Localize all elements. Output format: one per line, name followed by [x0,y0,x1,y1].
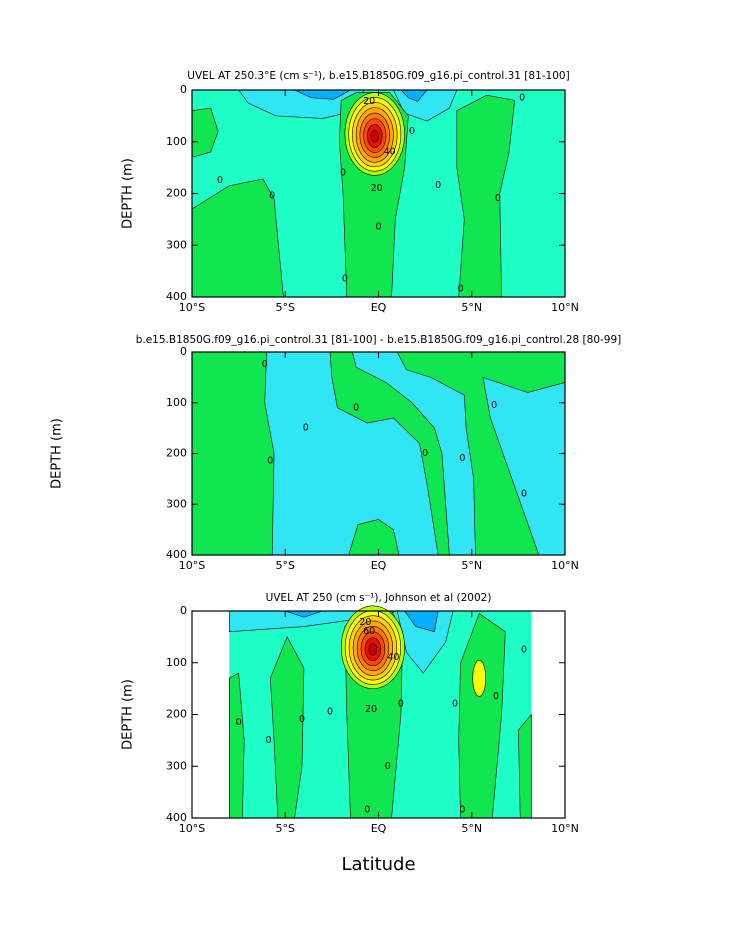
contour-label: 0 [353,402,359,413]
x-tick-label: 10°S [179,822,205,835]
contour-fill [458,613,506,819]
contour-label: 0 [236,717,242,728]
contour-fill [472,659,487,697]
y-axis-label: DEPTH (m) [50,418,65,489]
contour-fill [518,713,532,819]
x-axis-label: Latitude [341,854,415,875]
contour-label: 0 [458,284,464,295]
contour-label: 0 [340,167,346,178]
contour-label: 20 [365,704,377,715]
x-tick-label: 5°N [461,301,482,314]
x-tick-label: 5°N [461,559,482,572]
contour-label: 0 [398,699,404,710]
contour-label: 0 [459,453,465,464]
contour-label: 40 [384,147,396,158]
y-axis-label: DEPTH (m) [121,158,136,229]
y-tick-label: 0 [180,83,187,96]
contour-label: 0 [491,400,497,411]
contour-label: 0 [267,456,273,467]
contour-label: 0 [262,359,268,370]
y-tick-label: 200 [166,187,187,200]
x-tick-label: 10°S [179,301,205,314]
y-tick-label: 300 [166,759,187,772]
contour-label: 0 [521,489,527,500]
y-tick-label: 300 [166,238,187,251]
x-tick-label: EQ [371,822,387,835]
contour-label: 0 [435,180,441,191]
x-tick-label: EQ [371,559,387,572]
contour-label: 40 [387,652,399,663]
contour-label: 0 [303,423,309,434]
contour-fill [456,94,515,298]
y-axis-label: DEPTH (m) [121,679,136,750]
x-tick-label: 10°N [551,301,579,314]
contour-fill [264,351,476,556]
contour-label: 0 [409,126,415,137]
contour-label: 0 [385,761,391,772]
contour-fill [370,130,379,143]
y-tick-label: 200 [166,447,187,460]
contour-label: 0 [299,714,305,725]
y-tick-label: 400 [166,548,187,561]
chart-title: UVEL AT 250 (cm s⁻¹), Johnson et al (200… [266,592,492,604]
y-tick-label: 100 [166,135,187,148]
x-tick-label: 5°S [276,822,295,835]
y-tick-label: 400 [166,290,187,303]
x-tick-label: 5°S [276,301,295,314]
y-tick-label: 0 [180,604,187,617]
contour-label: 0 [217,175,223,186]
y-tick-label: 300 [166,497,187,510]
contour-label: 20 [359,617,371,628]
x-tick-label: 5°S [276,559,295,572]
contour-label: 0 [269,191,275,202]
y-tick-label: 200 [166,708,187,721]
chart-title: UVEL AT 250.3°E (cm s⁻¹), b.e15.B1850G.f… [187,70,569,82]
contour-label: 0 [342,273,348,284]
contour-label: 0 [375,222,381,233]
y-tick-label: 0 [180,345,187,358]
x-tick-label: 5°N [461,822,482,835]
contour-label: 20 [371,183,383,194]
x-tick-label: 10°S [179,559,205,572]
contour-label: 0 [495,193,501,204]
contour-label: 0 [519,92,525,103]
y-tick-label: 400 [166,811,187,824]
y-tick-label: 100 [166,396,187,409]
x-tick-label: 10°N [551,559,579,572]
contour-fill [229,672,245,819]
x-tick-label: EQ [371,301,387,314]
y-tick-label: 100 [166,656,187,669]
contour-label: 0 [265,735,271,746]
x-tick-label: 10°N [551,822,579,835]
contour-label: 20 [363,96,375,107]
contour-label: 60 [363,626,375,637]
panel: 0 0 0 0 0 0 0 0 10°S 5°S EQ 5°N 10°N 0 100 200 300 400 b.e… [50,334,622,572]
contour-label: 0 [364,805,370,816]
contour-label: 0 [459,805,465,816]
chart-title: b.e15.B1850G.f09_g16.pi_control.31 [81-1… [136,334,622,346]
contour-label: 0 [422,448,428,459]
contour-fill [368,643,378,656]
contour-label: 0 [327,706,333,717]
contour-label: 0 [493,691,499,702]
contour-label: 0 [452,699,458,710]
contour-fill [270,636,305,819]
contour-label: 0 [521,644,527,655]
